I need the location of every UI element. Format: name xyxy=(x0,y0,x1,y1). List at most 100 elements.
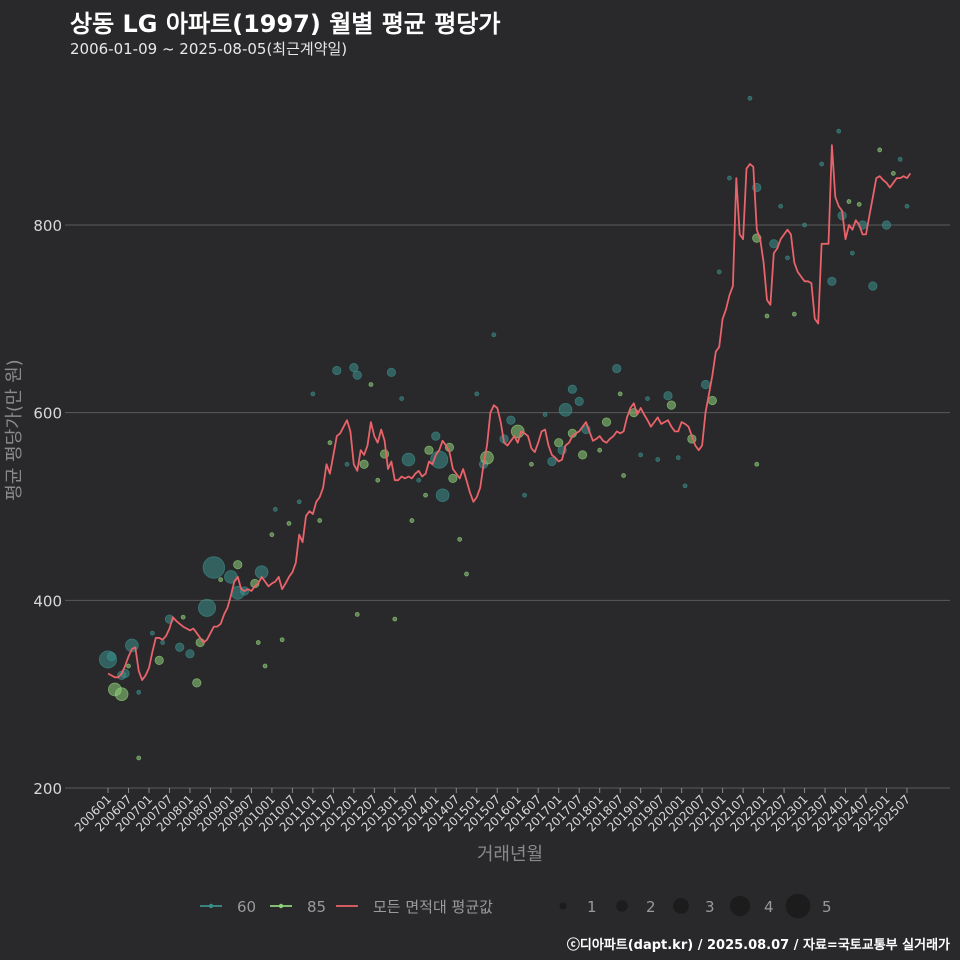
data-point-85 xyxy=(354,612,360,617)
data-point-85 xyxy=(617,391,623,397)
data-point-60 xyxy=(849,250,855,256)
legend-size-circle xyxy=(559,902,567,910)
data-point-60 xyxy=(310,391,316,397)
data-point-60 xyxy=(638,452,644,458)
data-point-85 xyxy=(392,616,398,622)
y-axis: 200 400 600 800 xyxy=(33,217,62,798)
data-point-85 xyxy=(269,532,275,538)
data-point-85 xyxy=(286,520,292,526)
data-point-85 xyxy=(464,571,469,577)
data-point-60 xyxy=(558,403,573,417)
data-point-85 xyxy=(791,311,797,317)
data-point-85 xyxy=(423,492,428,498)
data-point-60 xyxy=(700,379,711,390)
data-point-60 xyxy=(727,175,732,181)
data-point-85 xyxy=(578,450,588,460)
data-point-85 xyxy=(529,461,534,467)
data-point-60 xyxy=(612,363,622,374)
data-point-85 xyxy=(448,473,458,483)
data-point-60 xyxy=(106,652,117,662)
legend-size-label: 5 xyxy=(822,898,832,916)
data-point-60 xyxy=(175,642,185,652)
y-tick-label: 400 xyxy=(33,592,62,610)
data-point-85 xyxy=(707,395,717,406)
source-caption: ⓒ디아파트(dapt.kr) / 2025.08.07 / 자료=국토교통부 실… xyxy=(566,938,950,953)
data-point-85 xyxy=(480,450,494,465)
legend-swatch-dot xyxy=(208,903,214,909)
data-point-60 xyxy=(349,363,359,373)
data-point-60 xyxy=(386,367,397,377)
data-point-85 xyxy=(279,637,285,643)
data-point-60 xyxy=(431,431,441,441)
data-point-60 xyxy=(435,488,450,503)
average-line xyxy=(107,144,912,681)
data-point-85 xyxy=(218,577,224,583)
data-point-60 xyxy=(716,269,722,275)
data-point-85 xyxy=(621,473,626,478)
legend-label: 모든 면적대 평균값 xyxy=(373,898,493,916)
legend-size-circle xyxy=(616,900,628,912)
data-point-60 xyxy=(769,239,779,249)
data-point-60 xyxy=(185,649,195,659)
data-point-60 xyxy=(802,222,807,228)
data-point-60 xyxy=(836,128,842,134)
data-point-60 xyxy=(352,370,362,380)
data-point-60 xyxy=(682,483,688,489)
legend-size-circle xyxy=(729,895,751,917)
legend-size-label: 4 xyxy=(764,898,774,916)
data-point-60 xyxy=(198,598,217,617)
data-point-60 xyxy=(272,506,278,512)
data-point-85 xyxy=(754,461,760,467)
data-point-60 xyxy=(344,461,350,467)
grid-lines xyxy=(65,224,950,789)
data-point-85 xyxy=(601,417,612,427)
data-point-85 xyxy=(114,687,129,701)
legend-size-label: 3 xyxy=(705,898,715,916)
legend-swatch-dot xyxy=(278,903,284,909)
legend-size-circle xyxy=(673,898,689,914)
legend-label: 85 xyxy=(307,898,326,916)
data-point-60 xyxy=(296,499,302,505)
data-point-85 xyxy=(136,755,142,761)
data-point-60 xyxy=(332,365,342,376)
data-point-60 xyxy=(655,457,661,462)
data-point-85 xyxy=(457,536,463,542)
data-point-60 xyxy=(574,396,584,407)
data-point-85 xyxy=(126,663,131,669)
data-point-60 xyxy=(399,396,405,401)
chart-title: 상동 LG 아파트(1997) 월별 평균 평당가 xyxy=(70,10,501,38)
data-point-60 xyxy=(401,452,416,467)
data-point-85 xyxy=(327,440,333,446)
data-point-85 xyxy=(180,614,186,620)
data-point-85 xyxy=(368,382,374,387)
data-point-85 xyxy=(409,518,415,523)
data-point-60 xyxy=(542,412,548,417)
data-point-85 xyxy=(192,678,202,688)
y-axis-title: 평균 평당가(만 원) xyxy=(4,359,25,500)
data-point-85 xyxy=(764,313,770,319)
average-line-layer xyxy=(107,144,912,681)
y-tick-label: 600 xyxy=(33,405,62,423)
data-point-60 xyxy=(897,156,903,162)
data-point-60 xyxy=(663,391,673,401)
chart-subtitle: 2006-01-09 ~ 2025-08-05(최근계약일) xyxy=(70,40,348,58)
data-point-60 xyxy=(522,492,527,498)
x-axis: 2006012006072007012007072008012008072009… xyxy=(72,788,913,835)
legend: 60 85 모든 면적대 평균값 1 2 3 4 5 xyxy=(200,893,832,919)
data-point-60 xyxy=(778,203,784,209)
data-point-60 xyxy=(149,630,155,636)
data-point-85 xyxy=(846,199,852,204)
data-point-85 xyxy=(666,400,676,410)
data-point-60 xyxy=(747,95,753,101)
legend-size-circle xyxy=(785,893,811,919)
data-point-85 xyxy=(375,477,381,483)
transaction-points xyxy=(99,95,910,761)
data-point-60 xyxy=(160,640,166,645)
legend-size-label: 1 xyxy=(587,898,597,916)
legend-size-label: 2 xyxy=(646,898,656,916)
data-point-60 xyxy=(506,415,516,425)
data-point-60 xyxy=(416,477,422,483)
data-point-85 xyxy=(877,147,883,153)
legend-label: 60 xyxy=(237,898,256,916)
data-point-60 xyxy=(491,332,497,338)
